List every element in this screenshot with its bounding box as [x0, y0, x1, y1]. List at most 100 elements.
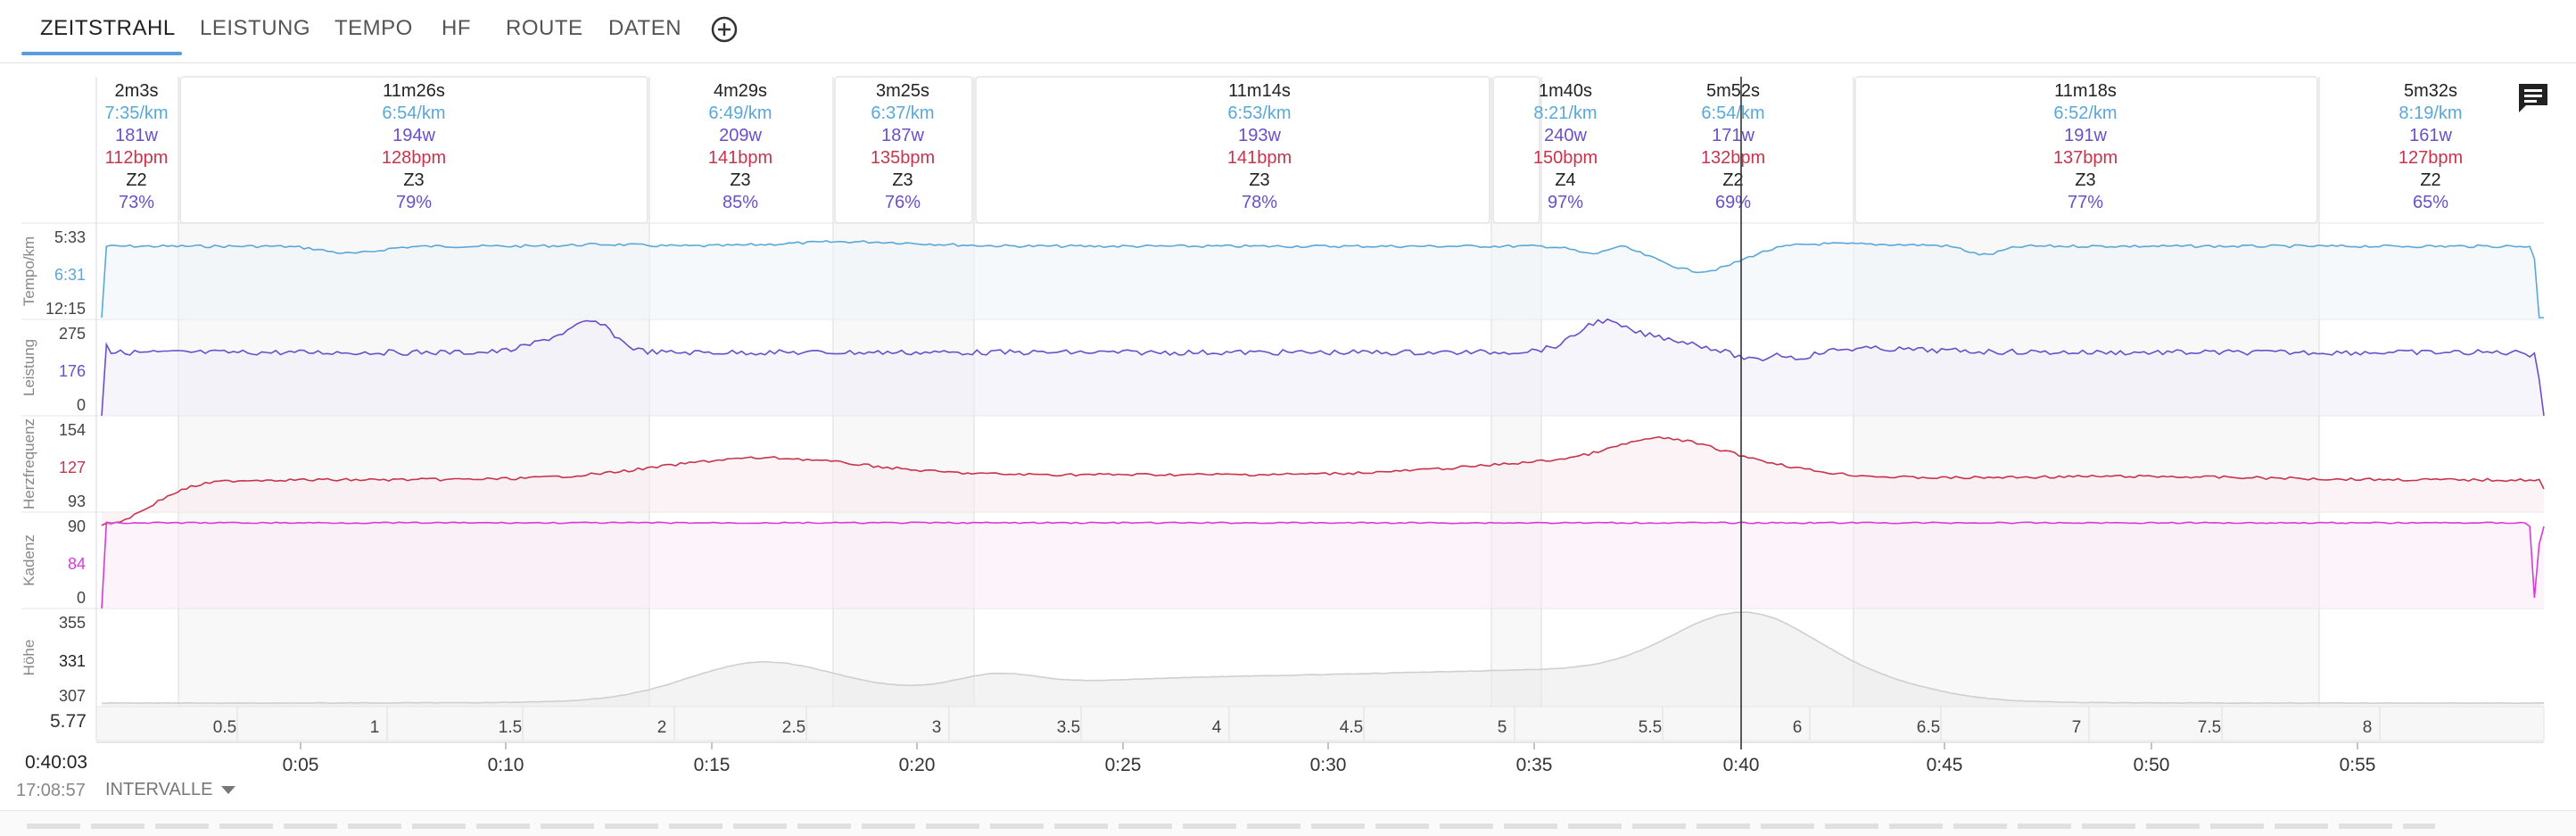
lap-stat-hr: 135bpm: [871, 148, 935, 168]
altitude-trace-line: [101, 611, 2545, 705]
time-label: 0:40: [1723, 755, 1760, 775]
lap-stat-pct: 65%: [2413, 193, 2448, 212]
lap-stat-duration: 5m32s: [2404, 81, 2457, 101]
distance-label: 7: [2072, 718, 2082, 737]
active-tab-indicator: [21, 52, 182, 55]
distance-label: 4: [1212, 718, 1222, 737]
lap-stat-duration: 2m3s: [115, 81, 159, 101]
lap-stat-power: 191w: [2064, 126, 2107, 145]
caret-down-icon: [221, 786, 236, 795]
panel-tick: 0: [77, 589, 86, 607]
power-trace-area: [102, 319, 2544, 416]
distance-label: 3.5: [1057, 718, 1080, 737]
distance-label: 0.5: [213, 718, 236, 737]
time-label: 0:35: [1516, 755, 1553, 775]
tab-leistung[interactable]: LEISTUNG: [200, 16, 311, 40]
panel-tick: 0: [77, 396, 86, 414]
distance-axis-bg: [95, 706, 2545, 741]
distance-label: 7.5: [2198, 718, 2221, 737]
time-label: 0:30: [1310, 755, 1347, 775]
distance-label: 5: [1498, 718, 1507, 737]
pace-trace-line: [101, 240, 2544, 319]
time-label: 0:25: [1105, 755, 1142, 775]
time-label: 0:55: [2340, 755, 2376, 775]
distance-label: 2: [657, 718, 667, 737]
lap-stat-duration: 4m29s: [714, 81, 767, 101]
distance-start-label: 5.77: [50, 711, 87, 732]
panel-tick: 355: [59, 614, 86, 632]
panel-tick: 12:15: [45, 300, 86, 318]
lap-stat-power: 240w: [1544, 126, 1587, 145]
lap-stat-pace: 6:49/km: [708, 103, 772, 123]
distance-label: 1: [370, 718, 380, 737]
intervals-dropdown[interactable]: INTERVALLE: [105, 780, 236, 800]
tab-zeitstrahl[interactable]: ZEITSTRAHL: [40, 16, 176, 40]
lap-stat-zone: Z3: [1249, 170, 1269, 190]
lap-stat-hr: 132bpm: [1701, 148, 1765, 168]
distance-label: 4.5: [1340, 718, 1363, 737]
lap-stat-power: 193w: [1238, 126, 1281, 145]
time-label: 0:45: [1927, 755, 1963, 775]
altitude-trace-area: [102, 612, 2544, 707]
lap-stat-zone: Z3: [892, 170, 912, 190]
panel-tick: 93: [68, 492, 86, 510]
lap-stat-pace: 6:54/km: [382, 103, 445, 123]
time-label: 0:05: [283, 755, 319, 775]
lap-stat-power: 181w: [115, 126, 158, 145]
lap-stat-zone: Z2: [1722, 170, 1743, 190]
tab-tempo[interactable]: TEMPO: [334, 16, 413, 40]
lap-stat-duration: 11m26s: [383, 81, 445, 101]
lap-stat-pace: 6:54/km: [1701, 103, 1764, 123]
time-label: 0:15: [694, 755, 731, 775]
lap-stat-power: 171w: [1712, 126, 1754, 145]
tab-route[interactable]: ROUTE: [506, 16, 583, 40]
lap-stat-power: 187w: [881, 126, 924, 145]
lap-stat-pace: 6:53/km: [1227, 103, 1291, 123]
panel-tick: 127: [59, 459, 86, 476]
lap-stat-zone: Z4: [1555, 170, 1575, 190]
timeline-chart[interactable]: 2m3s 7:35/km 181w 112bpm Z2 73% 11m26s 6:54/km 1…: [0, 62, 2576, 808]
lap-stat-hr: 112bpm: [105, 148, 169, 168]
lap-stat-pct: 79%: [396, 193, 432, 212]
distance-label: 1.5: [499, 718, 522, 737]
distance-label: 6.5: [1917, 718, 1940, 737]
time-label: 0:20: [899, 755, 936, 775]
lap-stat-pct: 69%: [1715, 193, 1751, 212]
lap-stat-hr: 127bpm: [2398, 148, 2463, 168]
lap-stat-power: 194w: [392, 126, 435, 145]
lap-stat-hr: 141bpm: [708, 148, 772, 168]
distance-label: 5.5: [1639, 718, 1662, 737]
lap-stat-duration: 3m25s: [876, 81, 929, 101]
time-label: 0:10: [488, 755, 524, 775]
lap-stat-pct: 85%: [722, 193, 758, 212]
timeline-svg[interactable]: 2m3s7:35/km181w112bpmZ273%11m26s6:54/km1…: [0, 62, 2576, 808]
panel-tick: 275: [59, 325, 86, 343]
lap-stat-zone: Z2: [126, 170, 146, 190]
lap-stat-pace: 7:35/km: [104, 103, 168, 123]
panel-tick: 176: [59, 362, 86, 380]
lap-stat-zone: Z2: [2420, 170, 2440, 190]
power-trace-line: [101, 318, 2545, 417]
cadence-trace-area: [102, 522, 2544, 608]
lap-stat-zone: Z3: [403, 170, 424, 190]
lap-stat-pace: 6:37/km: [871, 103, 934, 123]
lap-stat-power: 209w: [719, 126, 762, 145]
lap-stat-pct: 77%: [2068, 193, 2103, 212]
hr-trace-area: [102, 436, 2544, 526]
pace-trace-area: [102, 240, 2544, 319]
lap-stat-zone: Z3: [2075, 170, 2095, 190]
panel-title: Tempo/km: [21, 236, 37, 306]
lap-stat-duration: 1m40s: [1539, 81, 1592, 101]
tab-hf[interactable]: HF: [442, 16, 471, 40]
tab-daten[interactable]: DATEN: [608, 16, 682, 40]
distance-label: 3: [932, 718, 942, 737]
lap-stat-pct: 97%: [1548, 193, 1583, 212]
description-strip: [0, 810, 2576, 836]
comment-icon[interactable]: [2515, 80, 2551, 116]
panel-title: Leistung: [21, 339, 37, 396]
add-circle-icon[interactable]: [710, 15, 739, 44]
lap-stat-pace: 6:52/km: [2053, 103, 2117, 123]
lap-stat-pace: 8:19/km: [2398, 103, 2462, 123]
panel-tick: 331: [59, 652, 86, 670]
distance-label: 6: [1793, 718, 1803, 737]
